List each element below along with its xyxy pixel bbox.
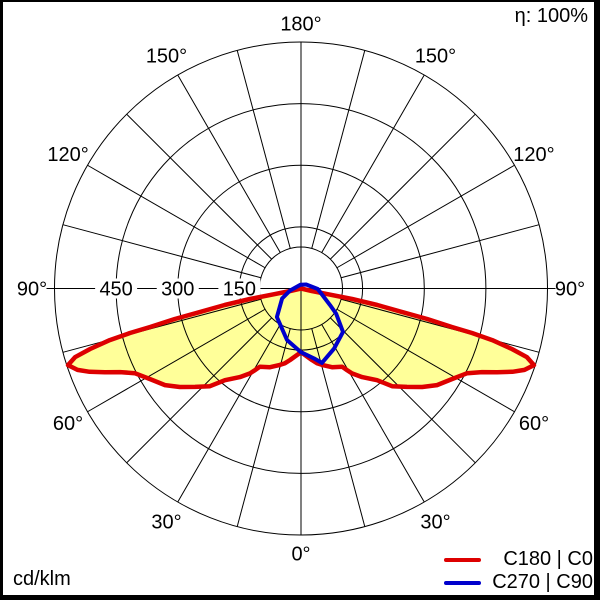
grid-spoke	[87, 308, 266, 413]
grid-spoke	[321, 324, 425, 503]
grid-spoke	[87, 164, 266, 269]
grid-spoke	[62, 224, 262, 279]
angle-label-120-left: 120°	[47, 144, 88, 166]
grid-spoke	[126, 317, 273, 464]
angle-label-90-right: 90°	[555, 279, 585, 301]
red-curve-swatch	[444, 558, 481, 562]
ring-label-bg	[218, 278, 261, 299]
grid-spoke	[236, 50, 291, 249]
legend-item-c180-c0: C180 | C0	[443, 548, 593, 571]
angle-label-150-left: 150°	[146, 46, 187, 68]
angle-label-60-right: 60°	[519, 413, 549, 435]
angle-label-120-right: 120°	[513, 144, 554, 166]
grid-spoke	[321, 74, 425, 253]
ring-label-150: 150	[223, 279, 256, 301]
grid-spoke	[329, 113, 476, 260]
legend: C180 | C0 C270 | C90	[443, 548, 593, 594]
angle-label-180-top: 180°	[280, 14, 321, 36]
distribution-curve-c270-c90	[274, 282, 345, 365]
angle-label-90-left: 90°	[17, 279, 47, 301]
grid-spoke	[126, 113, 273, 260]
grid-spoke	[62, 298, 262, 353]
angle-label-30-right: 30°	[420, 511, 450, 533]
grid-spoke	[177, 74, 281, 253]
angle-label-150-right: 150°	[415, 46, 456, 68]
legend-label: C270 | C90	[492, 571, 593, 593]
legend-label: C180 | C0	[503, 548, 593, 570]
ring-label-bg	[156, 278, 199, 299]
grid-spoke	[340, 298, 540, 353]
blue-curve-swatch	[444, 581, 481, 585]
angle-label-30-left: 30°	[151, 511, 181, 533]
angle-label-60-left: 60°	[53, 413, 83, 435]
grid-spoke	[236, 328, 291, 527]
legend-item-c270-c90: C270 | C90	[443, 571, 593, 594]
grid-spoke	[177, 324, 281, 503]
ring-label-300: 300	[161, 279, 194, 301]
ring-label-bg	[95, 278, 138, 299]
angle-label-0-bottom: 0°	[291, 544, 310, 566]
unit-label: cd/klm	[13, 568, 71, 590]
grid-spoke	[340, 224, 540, 279]
grid-spoke	[329, 317, 476, 464]
efficiency-label: η: 100%	[514, 5, 588, 27]
grid-spoke	[311, 50, 366, 249]
ring-label-450: 450	[99, 279, 132, 301]
grid-spoke	[336, 308, 515, 413]
grid-spoke	[336, 164, 515, 269]
